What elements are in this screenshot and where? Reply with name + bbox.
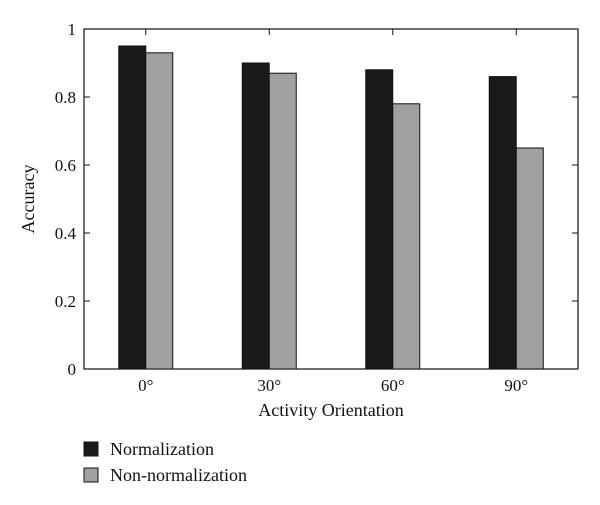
bar [145,52,174,370]
x-tick-label: 30° [257,376,281,395]
legend: Normalization Non-normalization [83,439,247,485]
x-tick-label: 0° [138,376,153,395]
y-tick-label: 0.6 [55,156,76,175]
y-tick-label: 1 [68,20,77,39]
x-axis: 0° 30° 60° 90° [138,29,528,395]
legend-label: Normalization [110,439,214,459]
y-axis: 0 0.2 0.4 0.6 0.8 1 [55,20,578,379]
bar [118,45,147,370]
bar [515,147,544,370]
legend-swatch [83,467,99,483]
plot-frame [83,28,579,370]
bar [392,103,421,370]
x-axis-title: Activity Orientation [258,400,403,420]
y-tick-label: 0.2 [55,292,76,311]
legend-swatch [83,441,99,457]
x-tick-label: 60° [381,376,405,395]
bar [268,72,297,370]
y-axis-title: Accuracy [18,165,38,234]
bar [241,62,270,370]
legend-label: Non-normalization [110,465,247,485]
x-tick-label: 90° [504,376,528,395]
bar [365,69,394,370]
y-tick-label: 0 [68,360,77,379]
y-tick-label: 0.4 [55,224,77,243]
plot-area: 0 0.2 0.4 0.6 0.8 1 0° 30° 60° 90° [55,20,579,395]
bar [488,76,517,370]
bars-group [118,45,544,370]
y-tick-label: 0.8 [55,88,76,107]
